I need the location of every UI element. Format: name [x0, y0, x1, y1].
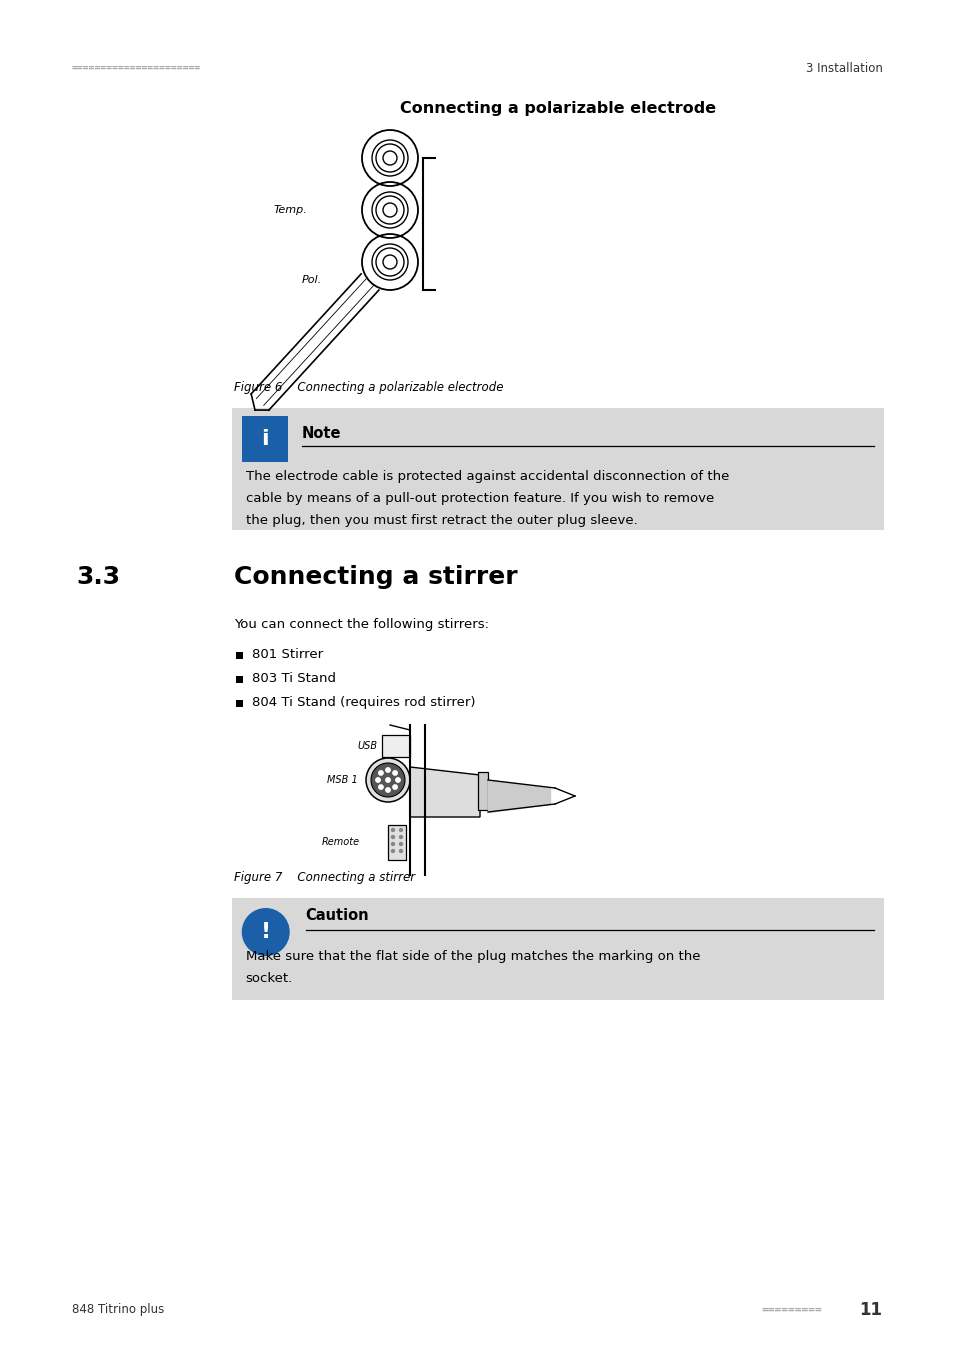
Circle shape: [395, 778, 399, 782]
Text: Connecting a polarizable electrode: Connecting a polarizable electrode: [399, 100, 716, 116]
Text: socket.: socket.: [246, 972, 293, 986]
Bar: [235, 701, 242, 707]
Bar: [477, 772, 488, 810]
Text: Caution: Caution: [305, 909, 369, 923]
Bar: [388, 825, 406, 860]
Text: USB: USB: [357, 741, 377, 751]
Circle shape: [399, 836, 402, 838]
Text: ======================: ======================: [71, 63, 200, 73]
Text: Note: Note: [301, 427, 341, 441]
Circle shape: [378, 784, 383, 790]
Polygon shape: [410, 767, 479, 817]
Bar: [235, 652, 242, 659]
Text: the plug, then you must first retract the outer plug sleeve.: the plug, then you must first retract th…: [246, 514, 637, 526]
Circle shape: [399, 849, 402, 852]
Circle shape: [399, 829, 402, 832]
Bar: [232, 408, 883, 531]
Text: The electrode cable is protected against accidental disconnection of the: The electrode cable is protected against…: [246, 470, 728, 483]
Text: Figure 6    Connecting a polarizable electrode: Figure 6 Connecting a polarizable electr…: [233, 382, 502, 394]
Text: cable by means of a pull-out protection feature. If you wish to remove: cable by means of a pull-out protection …: [246, 491, 713, 505]
Circle shape: [385, 778, 390, 782]
Text: Temp.: Temp.: [273, 205, 307, 215]
Text: 848 Titrino plus: 848 Titrino plus: [71, 1304, 164, 1316]
Circle shape: [375, 778, 380, 782]
Text: 803 Ti Stand: 803 Ti Stand: [252, 672, 335, 684]
Circle shape: [391, 836, 395, 838]
Text: =========: =========: [760, 1305, 821, 1315]
Bar: [241, 416, 288, 462]
Text: Make sure that the flat side of the plug matches the marking on the: Make sure that the flat side of the plug…: [246, 950, 700, 963]
Circle shape: [241, 909, 290, 956]
Circle shape: [378, 771, 383, 775]
Circle shape: [391, 849, 395, 852]
Text: i: i: [260, 429, 268, 450]
Circle shape: [385, 768, 390, 772]
Bar: [232, 898, 883, 1000]
Circle shape: [391, 829, 395, 832]
Circle shape: [393, 771, 396, 775]
Text: MSB 1: MSB 1: [327, 775, 357, 784]
Text: Remote: Remote: [321, 837, 359, 846]
Text: 3 Installation: 3 Installation: [804, 62, 882, 74]
Text: Figure 7    Connecting a stirrer: Figure 7 Connecting a stirrer: [233, 872, 415, 884]
Circle shape: [385, 788, 390, 792]
Text: !: !: [260, 922, 271, 942]
Text: Pol.: Pol.: [301, 275, 322, 285]
Text: 804 Ti Stand (requires rod stirrer): 804 Ti Stand (requires rod stirrer): [252, 697, 475, 709]
Text: You can connect the following stirrers:: You can connect the following stirrers:: [233, 618, 488, 630]
Text: Connecting a stirrer: Connecting a stirrer: [233, 566, 517, 589]
Circle shape: [371, 763, 405, 796]
Bar: [235, 676, 242, 683]
Text: 801 Stirrer: 801 Stirrer: [252, 648, 322, 662]
Circle shape: [366, 757, 410, 802]
Text: 11: 11: [859, 1301, 882, 1319]
Text: 3.3: 3.3: [76, 566, 120, 589]
Circle shape: [393, 784, 396, 790]
Bar: [381, 734, 410, 757]
Circle shape: [391, 842, 395, 845]
Circle shape: [399, 842, 402, 845]
